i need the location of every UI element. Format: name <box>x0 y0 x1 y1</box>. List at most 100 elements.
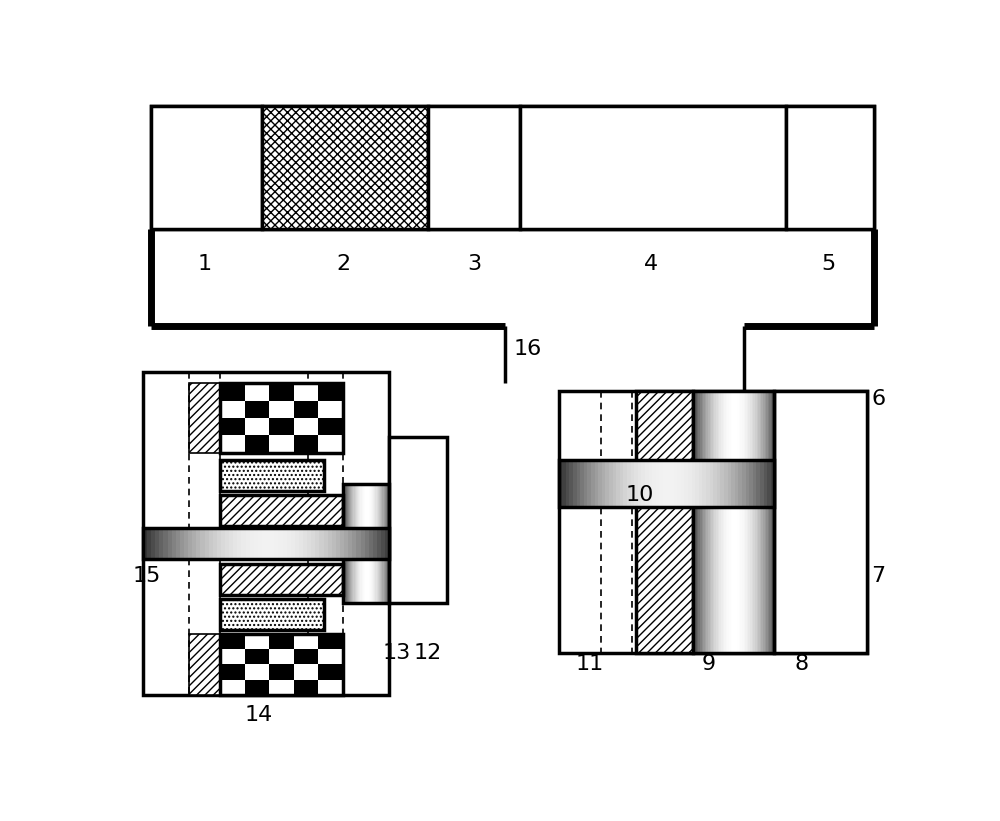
Bar <box>349 484 350 603</box>
Bar <box>176 528 180 559</box>
Bar <box>717 461 720 507</box>
Bar <box>274 528 278 559</box>
Bar <box>358 484 359 603</box>
Bar <box>328 528 332 559</box>
Bar <box>380 484 381 603</box>
Bar <box>294 680 318 695</box>
Bar <box>737 391 739 653</box>
Bar <box>385 528 389 559</box>
Bar <box>287 528 291 559</box>
Bar <box>344 528 348 559</box>
Bar <box>217 528 221 559</box>
Bar <box>311 528 315 559</box>
Bar <box>688 461 692 507</box>
Bar <box>659 461 663 507</box>
Bar <box>711 391 713 653</box>
Bar <box>366 484 367 603</box>
Bar <box>598 461 602 507</box>
Text: 15: 15 <box>133 566 161 586</box>
Bar <box>693 391 695 653</box>
Bar <box>336 528 340 559</box>
Bar <box>702 391 703 653</box>
Bar <box>189 383 343 452</box>
Bar <box>241 528 246 559</box>
Bar <box>294 401 318 418</box>
Bar <box>220 383 343 452</box>
Text: 5: 5 <box>821 254 835 274</box>
Bar <box>723 391 724 653</box>
Bar <box>357 484 358 603</box>
Bar <box>237 528 241 559</box>
Bar <box>732 391 734 653</box>
Bar <box>220 495 343 526</box>
Bar <box>757 391 758 653</box>
Bar <box>159 528 163 559</box>
Bar <box>724 391 726 653</box>
Bar <box>225 528 229 559</box>
Bar <box>713 461 717 507</box>
Bar <box>745 391 747 653</box>
Bar <box>595 461 598 507</box>
Bar <box>742 391 744 653</box>
Bar <box>761 391 763 653</box>
Bar <box>719 391 721 653</box>
Bar <box>786 106 874 229</box>
Bar <box>233 528 237 559</box>
Bar <box>151 106 874 229</box>
Bar <box>702 461 706 507</box>
Bar <box>352 528 356 559</box>
Bar <box>370 484 371 603</box>
Bar <box>318 383 343 401</box>
Bar <box>695 391 697 653</box>
Bar <box>720 461 724 507</box>
Bar <box>742 461 746 507</box>
Bar <box>269 634 294 649</box>
Bar <box>245 649 269 664</box>
Bar <box>681 461 684 507</box>
Text: 10: 10 <box>625 485 654 505</box>
Bar <box>763 391 765 653</box>
Bar <box>739 391 740 653</box>
Bar <box>559 461 562 507</box>
Bar <box>180 528 184 559</box>
Bar <box>591 461 595 507</box>
Bar <box>318 418 343 435</box>
Bar <box>245 401 269 418</box>
Bar <box>356 484 357 603</box>
Bar <box>303 528 307 559</box>
Bar <box>735 391 737 653</box>
Bar <box>266 528 270 559</box>
Bar <box>566 461 569 507</box>
Bar <box>389 438 447 603</box>
Bar <box>428 106 520 229</box>
Bar <box>385 484 386 603</box>
Bar <box>710 461 713 507</box>
Bar <box>760 461 764 507</box>
Bar <box>172 528 176 559</box>
Text: 6: 6 <box>871 389 885 409</box>
Bar <box>350 484 351 603</box>
Bar <box>731 391 732 653</box>
Bar <box>627 461 631 507</box>
Bar <box>727 391 729 653</box>
Bar <box>369 484 370 603</box>
Bar <box>360 484 362 603</box>
Bar <box>372 484 373 603</box>
Bar <box>188 528 192 559</box>
Text: 3: 3 <box>467 254 481 274</box>
Bar <box>724 461 728 507</box>
Bar <box>652 461 656 507</box>
Bar <box>347 484 348 603</box>
Bar <box>562 461 566 507</box>
Bar <box>220 599 324 630</box>
Bar <box>324 528 328 559</box>
Bar <box>771 391 773 653</box>
Bar <box>587 461 591 507</box>
Bar <box>752 391 753 653</box>
Bar <box>602 461 605 507</box>
Bar <box>713 391 714 653</box>
Bar <box>677 461 681 507</box>
Bar <box>343 484 344 603</box>
Bar <box>634 461 638 507</box>
Bar <box>315 528 319 559</box>
